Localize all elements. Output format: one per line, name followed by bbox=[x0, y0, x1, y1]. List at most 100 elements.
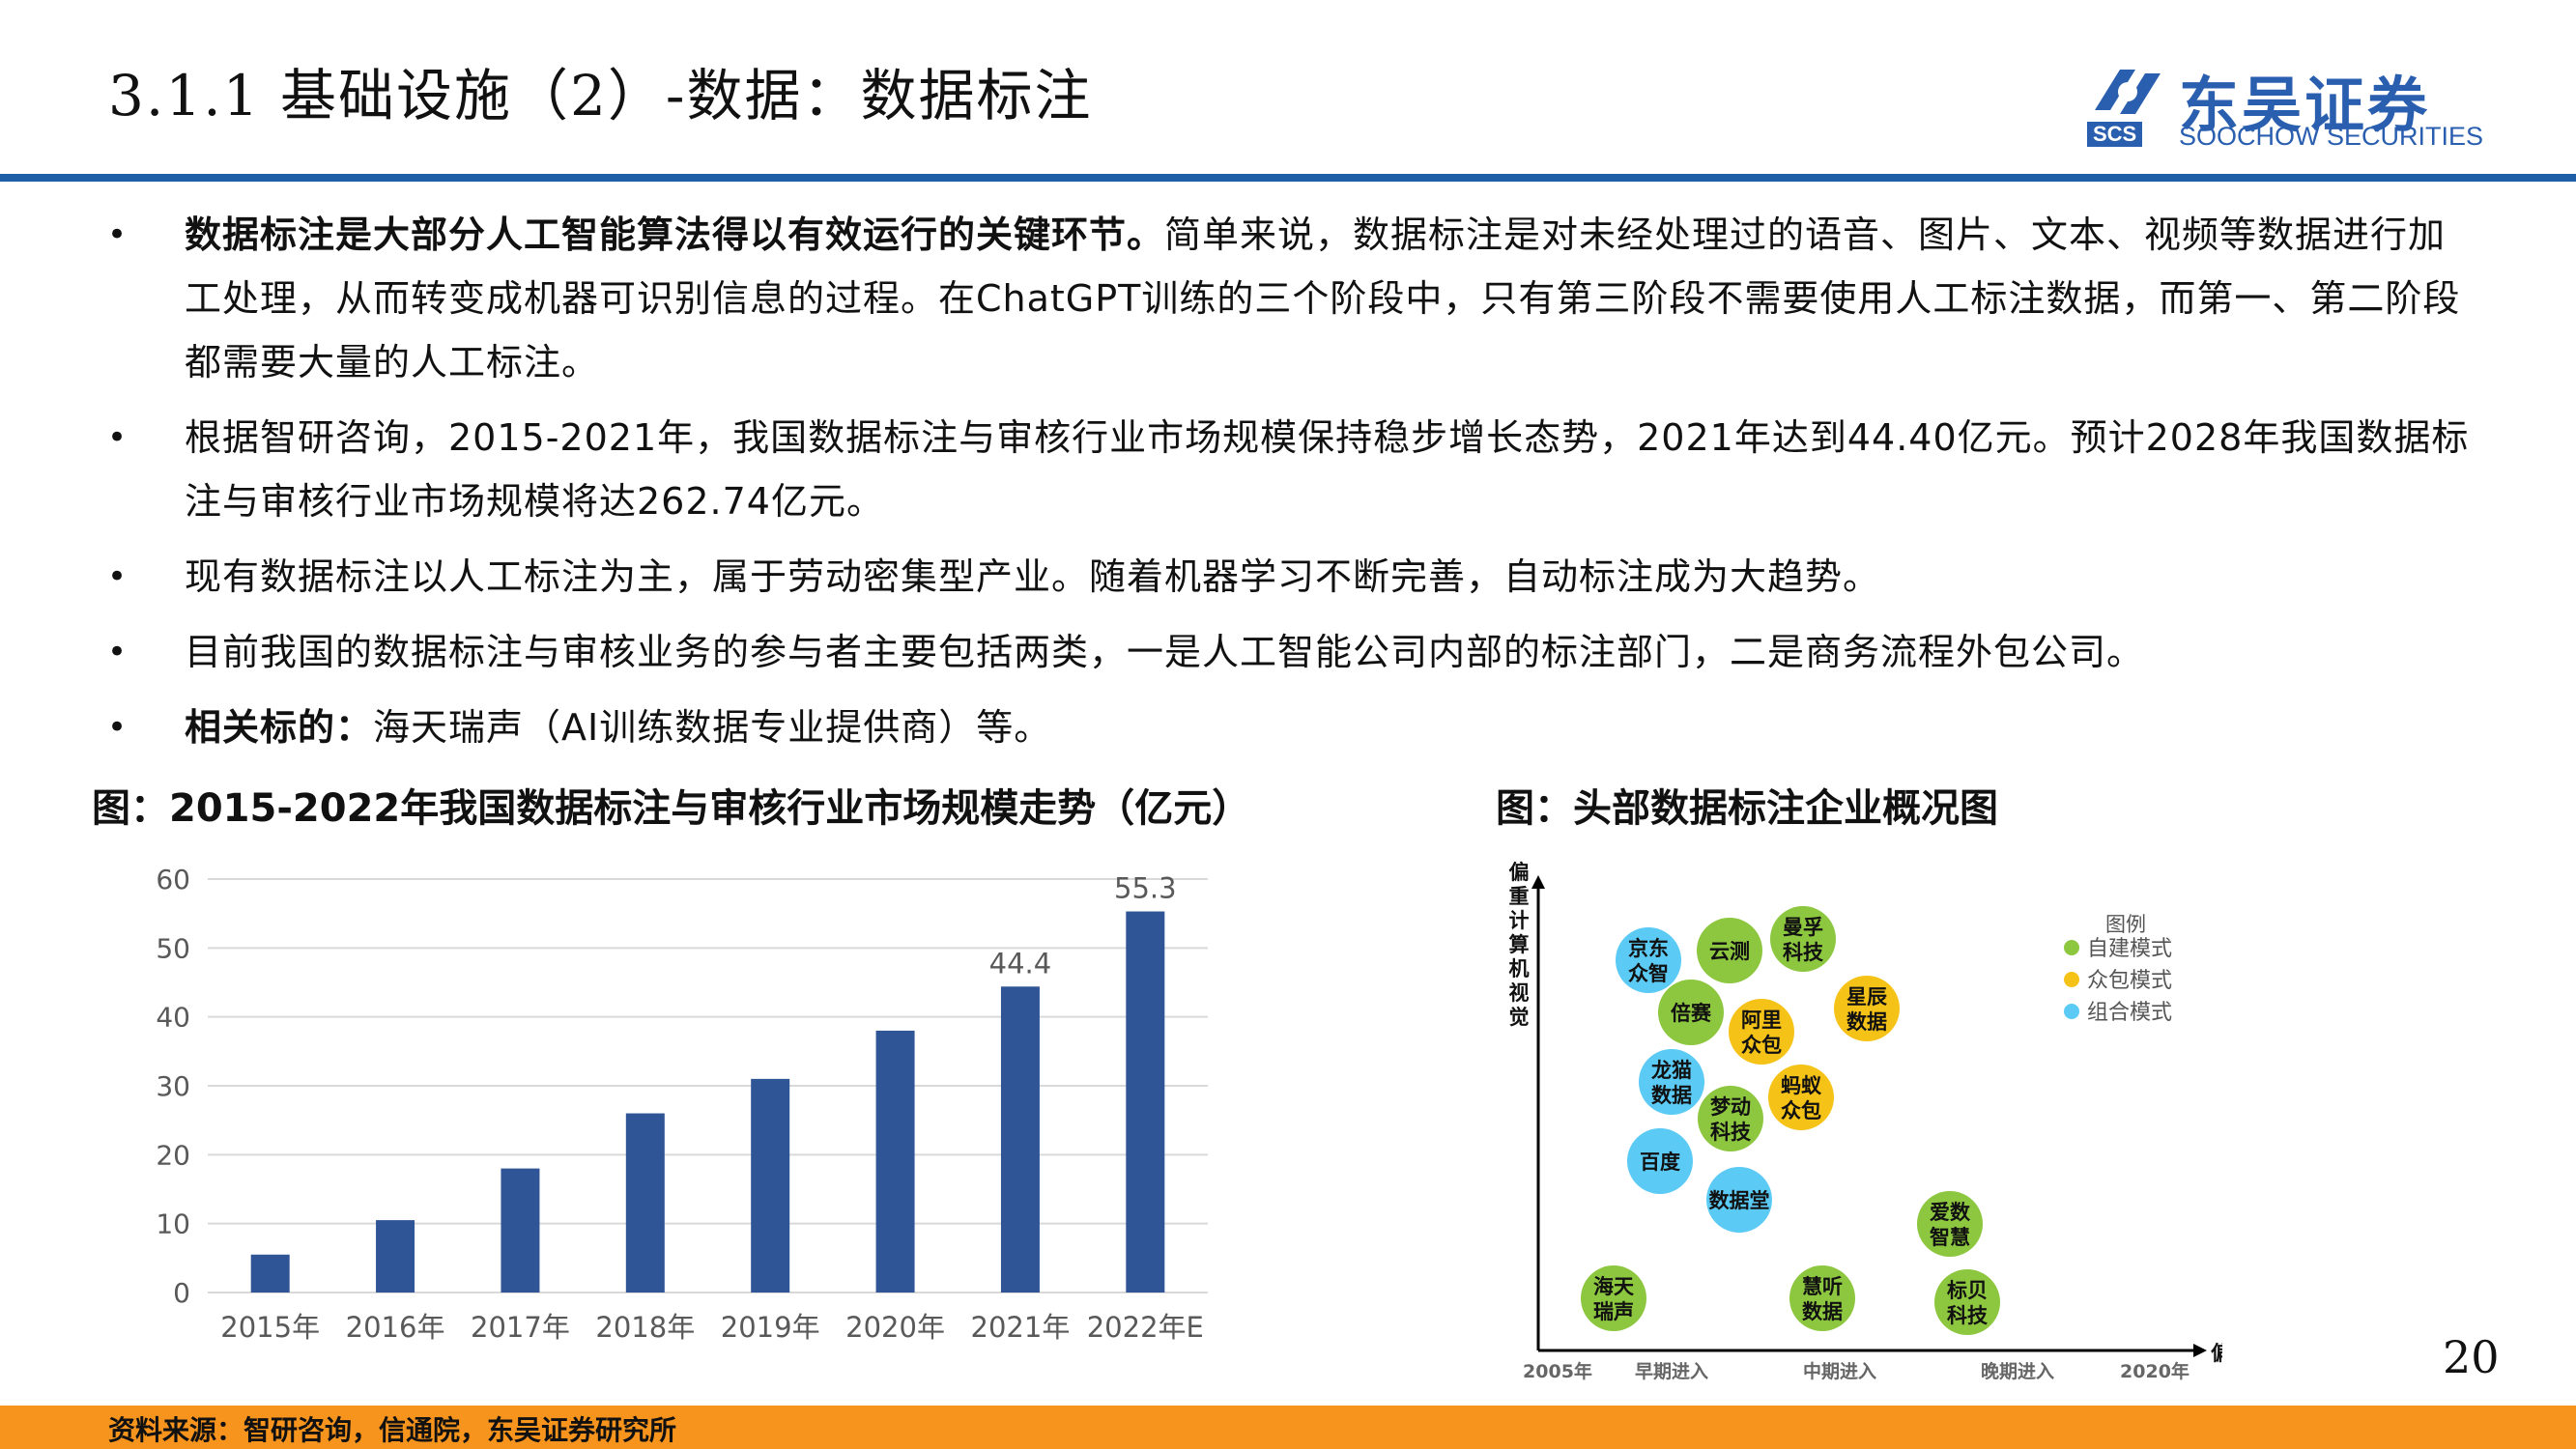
y-axis-label-char: 计 bbox=[1509, 909, 1530, 932]
x-tick-label: 2005年 bbox=[1523, 1360, 1592, 1382]
bubble bbox=[1789, 1265, 1855, 1331]
bullet-item: • 相关标的：海天瑞声（AI训练数据专业提供商）等。 bbox=[101, 696, 2478, 759]
bubble-label: 众智 bbox=[1628, 962, 1669, 985]
x-tick-label: 2022年E bbox=[1087, 1311, 1204, 1344]
bar bbox=[376, 1220, 415, 1293]
page-title: 3.1.1 基础设施（2）-数据：数据标注 bbox=[108, 63, 1093, 128]
bubble-label: 智慧 bbox=[1930, 1226, 1970, 1249]
bubble bbox=[1768, 1065, 1834, 1130]
logo-text-en: SOOCHOW SECURITIES bbox=[2179, 122, 2484, 151]
logo-text-cn: 东吴证券 bbox=[2179, 70, 2431, 140]
bubble-label: 数据堂 bbox=[1709, 1189, 1770, 1212]
bubble-label: 爱数 bbox=[1930, 1201, 1971, 1224]
logo-icon bbox=[2095, 70, 2161, 114]
bubble-label: 星辰 bbox=[1846, 985, 1887, 1009]
bubble-label: 蚂蚁 bbox=[1781, 1074, 1822, 1097]
bubble-label: 倍赛 bbox=[1671, 1002, 1712, 1025]
bullet-text: 目前我国的数据标注与审核业务的参与者主要包括两类，一是人工智能公司内部的标注部门… bbox=[185, 631, 2145, 673]
bubble bbox=[1729, 999, 1794, 1065]
right-chart-caption: 图：头部数据标注企业概况图 bbox=[1496, 786, 1998, 831]
bullet-text: 简单来说，数据标注是对未经处理过的语音、图片、文本、视频等数据进行加工处理，从而… bbox=[185, 213, 2461, 384]
bar bbox=[625, 1113, 665, 1293]
bubble bbox=[1706, 1167, 1772, 1233]
bubble bbox=[1581, 1265, 1646, 1331]
bullet-item: • 数据标注是大部分人工智能算法得以有效运行的关键环节。简单来说，数据标注是对未… bbox=[101, 203, 2478, 394]
x-tick-label: 2018年 bbox=[595, 1311, 695, 1344]
bullet-dot: • bbox=[107, 633, 129, 671]
y-axis-label-char: 机 bbox=[1509, 957, 1530, 980]
y-tick-label: 30 bbox=[156, 1070, 190, 1102]
legend-label: 自建模式 bbox=[2087, 937, 2172, 961]
bubble bbox=[1658, 980, 1724, 1045]
bullet-dot: • bbox=[107, 215, 129, 254]
bar bbox=[1000, 986, 1040, 1293]
bubble-label: 慧听 bbox=[1802, 1275, 1843, 1298]
bullet-dot: • bbox=[107, 418, 129, 457]
bar bbox=[250, 1254, 290, 1293]
bubble-label: 百度 bbox=[1640, 1151, 1680, 1174]
bullet-text: 根据智研咨询，2015-2021年，我国数据标注与审核行业市场规模保持稳步增长态… bbox=[185, 416, 2470, 523]
data-label: 44.4 bbox=[989, 947, 1052, 980]
logo-scs-mark: SCS bbox=[2087, 122, 2143, 147]
legend-label: 组合模式 bbox=[2087, 1001, 2172, 1025]
bubble bbox=[1934, 1269, 2000, 1335]
x-tick-label: 晚期进入 bbox=[1981, 1360, 2054, 1382]
y-axis-label-char: 觉 bbox=[1509, 1006, 1530, 1029]
bubble-label: 阿里 bbox=[1741, 1009, 1782, 1032]
x-tick-label: 早期进入 bbox=[1635, 1361, 1708, 1382]
bullet-bold: 数据标注是大部分人工智能算法得以有效运行的关键环节。 bbox=[185, 213, 1165, 256]
header-divider bbox=[0, 174, 2576, 182]
y-axis-label-char: 视 bbox=[1509, 981, 1530, 1005]
y-axis-label-char: 偏 bbox=[1509, 861, 1530, 884]
bubble-label: 标贝 bbox=[1947, 1279, 1988, 1302]
bubble-label: 众包 bbox=[1781, 1099, 1821, 1122]
bullet-item: • 根据智研咨询，2015-2021年，我国数据标注与审核行业市场规模保持稳步增… bbox=[101, 406, 2478, 533]
bubble-label: 数据 bbox=[1802, 1300, 1843, 1323]
bubble-label: 龙猫 bbox=[1651, 1059, 1692, 1082]
x-axis-arrow bbox=[2193, 1344, 2207, 1357]
bar bbox=[1126, 911, 1165, 1293]
x-tick-label: 2019年 bbox=[721, 1311, 820, 1344]
data-label: 55.3 bbox=[1114, 872, 1177, 905]
bubble-label: 瑞声 bbox=[1593, 1300, 1634, 1323]
bubble-label: 数据 bbox=[1846, 1010, 1887, 1034]
page-number: 20 bbox=[2443, 1331, 2500, 1383]
footer-bar bbox=[0, 1406, 2576, 1449]
bullet-text: 现有数据标注以人工标注为主，属于劳动密集型产业。随着机器学习不断完善，自动标注成… bbox=[185, 555, 1881, 598]
y-axis-arrow bbox=[1531, 875, 1545, 889]
x-tick-label: 2017年 bbox=[471, 1311, 570, 1344]
legend-marker bbox=[2064, 972, 2079, 987]
x-axis-label: 偏重语音 bbox=[2211, 1342, 2222, 1365]
x-tick-label: 2020年 bbox=[845, 1311, 945, 1344]
bullet-dot: • bbox=[107, 557, 129, 596]
bubble-label: 数据 bbox=[1651, 1084, 1692, 1107]
bar-chart: 0 10 20 30 40 50 60 2015年 2016年 2017年 2018年 2019年 20… bbox=[156, 864, 1208, 1344]
bubble bbox=[1616, 927, 1681, 993]
bubble-label: 科技 bbox=[1783, 941, 1824, 964]
x-tick-label: 2021年 bbox=[971, 1311, 1071, 1344]
bullet-item: • 现有数据标注以人工标注为主，属于劳动密集型产业。随着机器学习不断完善，自动标… bbox=[101, 545, 2478, 609]
bubble-chart: 偏重计算机视觉偏重语音 2005年 早期进入 中期进入 晚期进入 2020年 图例自建模式众… bbox=[1509, 861, 2223, 1382]
bar bbox=[751, 1078, 790, 1293]
bubble-label: 梦动 bbox=[1710, 1095, 1751, 1119]
bubble-label: 京东 bbox=[1628, 937, 1669, 960]
bubble-label: 曼孚 bbox=[1783, 916, 1823, 939]
y-tick-label: 40 bbox=[156, 1002, 190, 1034]
bubble bbox=[1698, 1086, 1763, 1151]
bubble bbox=[1917, 1191, 1983, 1257]
legend-marker bbox=[2064, 1004, 2079, 1019]
bullet-item: • 目前我国的数据标注与审核业务的参与者主要包括两类，一是人工智能公司内部的标注… bbox=[101, 620, 2478, 684]
x-tick-label: 2015年 bbox=[220, 1311, 320, 1344]
y-tick-label: 50 bbox=[156, 932, 190, 964]
y-axis-label-char: 算 bbox=[1509, 933, 1530, 956]
bubble-label: 云测 bbox=[1709, 940, 1750, 963]
bullet-dot: • bbox=[107, 708, 129, 747]
bubble bbox=[1770, 906, 1836, 972]
y-axis-label-char: 重 bbox=[1509, 885, 1530, 908]
bullet-text: 海天瑞声（AI训练数据专业提供商）等。 bbox=[373, 706, 1052, 749]
bubble bbox=[1627, 1128, 1693, 1194]
bullet-bold: 相关标的： bbox=[185, 706, 374, 749]
legend-marker bbox=[2064, 940, 2079, 955]
source-note: 资料来源：智研咨询，信通院，东吴证券研究所 bbox=[108, 1414, 677, 1446]
legend-title: 图例 bbox=[2105, 913, 2146, 936]
